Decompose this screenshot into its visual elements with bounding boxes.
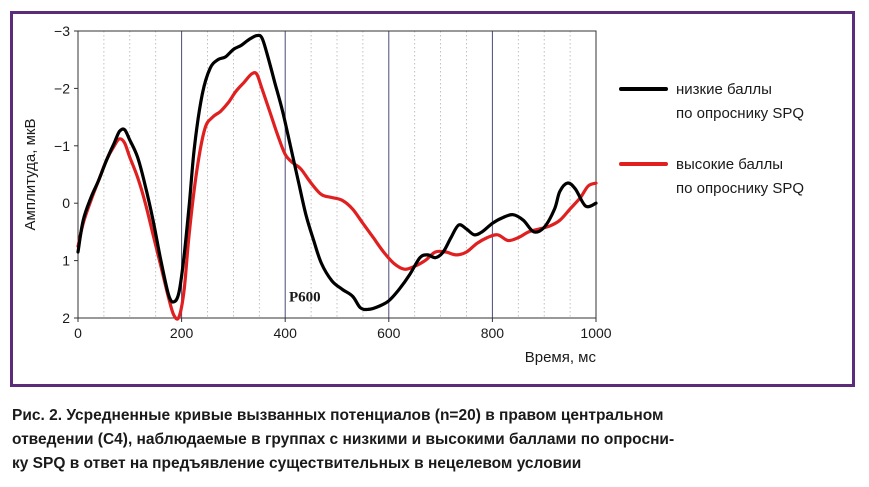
- grid: [103, 31, 571, 318]
- y-tick-label: −3: [54, 23, 70, 39]
- erp-chart: −3 −2 −1 0 1 2 0 200 400 600 800 1000 Амплитуда, м…: [22, 23, 804, 366]
- y-tick-label: −2: [54, 80, 70, 96]
- series-line-high-scores: [76, 71, 598, 321]
- figure-frame: −3 −2 −1 0 1 2 0 200 400 600 800 1000 Амплитуда, м…: [10, 11, 855, 387]
- y-axis-label: Амплитуда, мкВ: [22, 119, 39, 231]
- x-axis-ticks: 0 200 400 600 800 1000: [74, 318, 612, 341]
- x-tick-label: 800: [481, 325, 505, 341]
- y-tick-label: 0: [62, 195, 70, 211]
- x-tick-label: 600: [377, 325, 401, 341]
- plot-area: [77, 30, 597, 319]
- legend-label: по опроснику SPQ: [676, 105, 804, 122]
- p600-annotation: P600: [289, 290, 321, 306]
- x-tick-label: 1000: [580, 325, 611, 341]
- x-tick-label: 200: [170, 325, 194, 341]
- x-tick-label: 400: [274, 325, 298, 341]
- caption-line: ку SPQ в ответ на предъявление существит…: [12, 455, 582, 472]
- series-group: [76, 33, 598, 321]
- legend-label: высокие баллы: [676, 156, 783, 173]
- caption-line: Рис. 2. Усредненные кривые вызванных пот…: [12, 407, 664, 424]
- figure-caption: Рис. 2. Усредненные кривые вызванных пот…: [12, 404, 857, 476]
- series-line-low-scores: [76, 33, 598, 312]
- legend-label: низкие баллы: [676, 81, 772, 98]
- legend: низкие баллы по опроснику SPQ высокие балл…: [619, 81, 804, 197]
- x-tick-label: 0: [74, 325, 82, 341]
- y-tick-label: −1: [54, 138, 70, 154]
- y-tick-label: 1: [62, 253, 70, 269]
- y-axis-ticks: −3 −2 −1 0 1 2: [54, 23, 78, 326]
- legend-label: по опроснику SPQ: [676, 180, 804, 197]
- y-tick-label: 2: [62, 310, 70, 326]
- x-axis-label: Время, мс: [525, 349, 597, 366]
- caption-line: отведении (С4), наблюдаемые в группах с …: [12, 431, 675, 448]
